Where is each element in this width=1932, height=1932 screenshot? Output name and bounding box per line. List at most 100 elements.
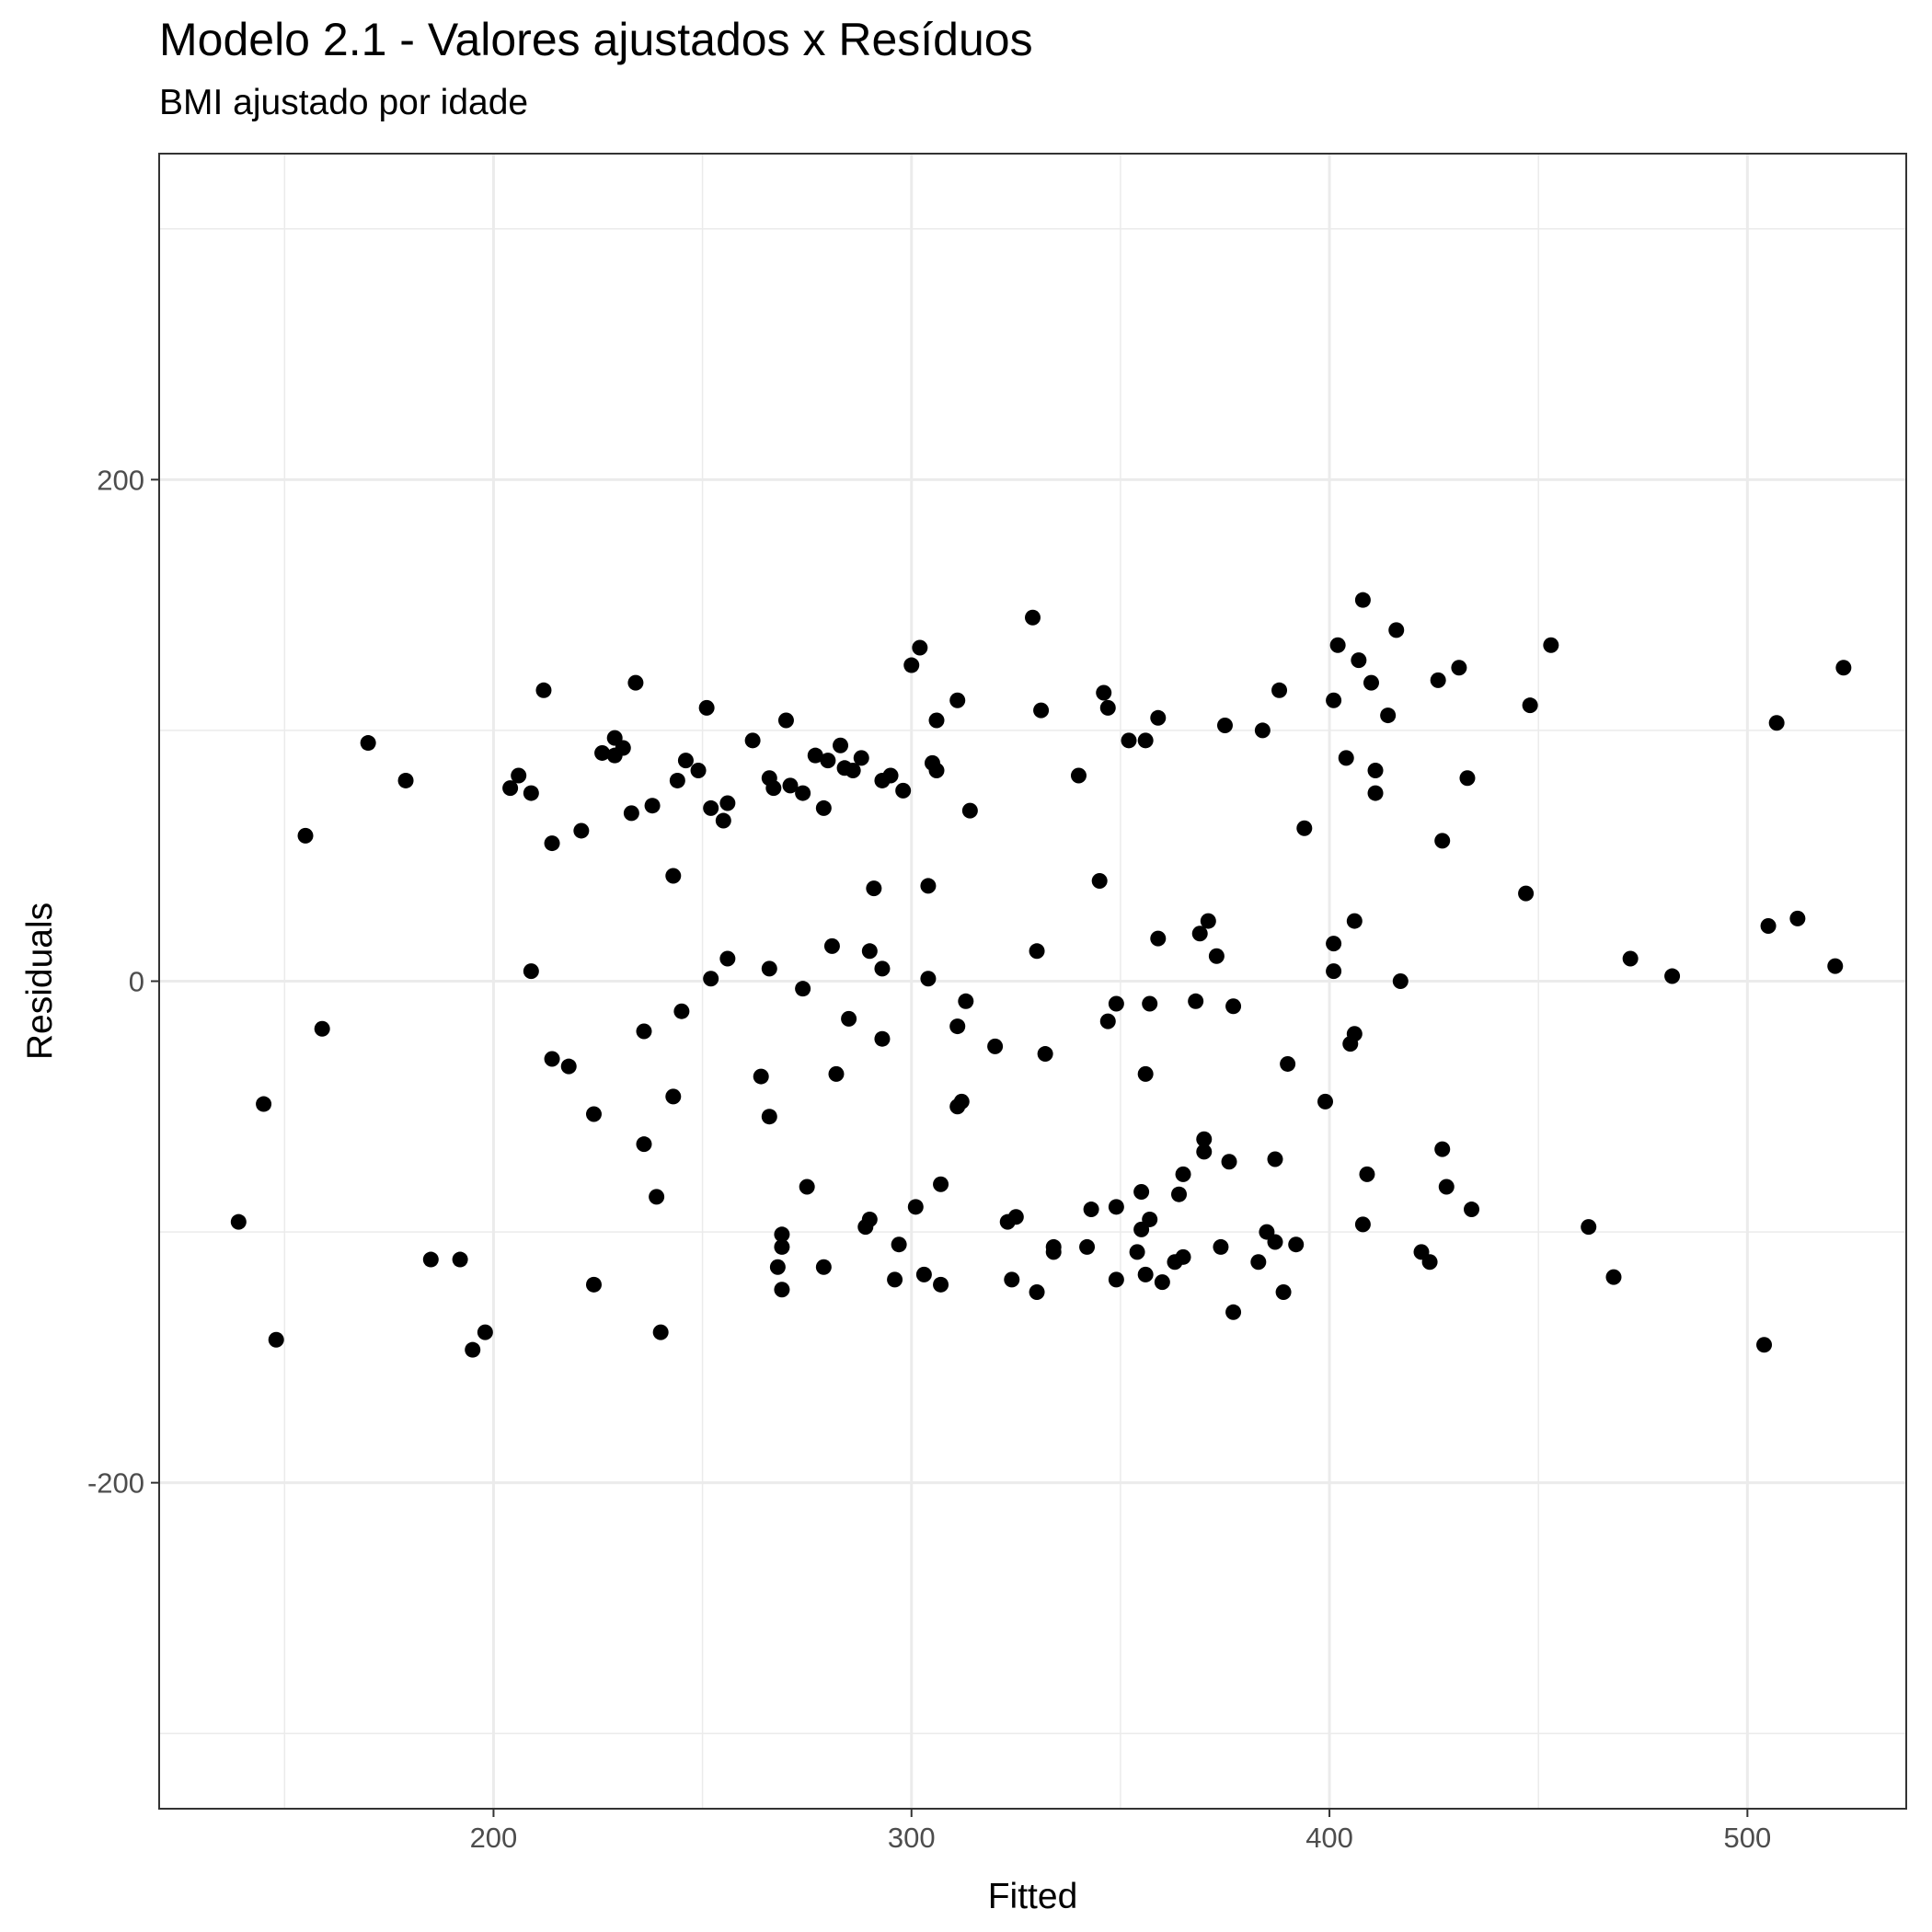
data-point: [887, 1271, 903, 1288]
x-tick-label: 500: [1723, 1822, 1771, 1854]
data-point: [1250, 1254, 1267, 1271]
data-point: [761, 1109, 777, 1125]
data-point: [853, 750, 869, 766]
data-point: [636, 1136, 652, 1153]
data-point: [1605, 1269, 1622, 1285]
data-point: [1346, 913, 1363, 929]
data-point: [690, 763, 707, 779]
data-point: [1271, 682, 1288, 698]
data-point: [1175, 1248, 1191, 1265]
data-point: [1354, 1216, 1371, 1233]
data-point: [774, 1238, 790, 1255]
data-point: [874, 1030, 891, 1047]
data-point: [1108, 1271, 1124, 1288]
data-point: [861, 943, 878, 960]
data-point: [774, 1226, 790, 1243]
data-point: [452, 1251, 468, 1268]
data-point: [677, 753, 694, 769]
data-point: [719, 795, 736, 811]
data-point: [895, 782, 912, 799]
y-tick-label: -200: [87, 1467, 144, 1500]
data-point: [397, 772, 414, 788]
data-point: [703, 971, 719, 987]
grid-major: [159, 154, 1906, 1809]
data-point: [1354, 592, 1371, 608]
data-point: [1326, 963, 1342, 980]
data-point: [1434, 1141, 1451, 1157]
data-point: [1225, 1304, 1242, 1320]
data-point: [1108, 995, 1124, 1012]
data-point: [1121, 732, 1137, 749]
data-point: [1664, 968, 1681, 984]
data-point: [1434, 833, 1451, 849]
data-point: [761, 960, 777, 977]
data-point: [1096, 684, 1112, 701]
data-point: [1464, 1202, 1480, 1218]
data-point: [1070, 767, 1087, 784]
data-point: [1188, 993, 1204, 1009]
data-point: [961, 802, 978, 819]
data-point: [891, 1236, 907, 1253]
data-point: [665, 1088, 682, 1105]
data-point: [636, 1023, 652, 1040]
data-point: [823, 937, 840, 954]
tick-labels: 200 300 400 500 -200 0 200: [87, 464, 1771, 1854]
data-point: [777, 712, 794, 729]
data-point: [1208, 948, 1225, 964]
data-point: [1267, 1234, 1283, 1250]
data-point: [920, 971, 937, 987]
data-point: [230, 1213, 247, 1230]
data-point: [297, 827, 314, 844]
y-tick-label: 200: [97, 464, 144, 496]
data-point: [769, 1259, 786, 1275]
data-point: [1280, 1055, 1296, 1072]
data-point: [1296, 820, 1313, 836]
data-point: [1225, 998, 1242, 1015]
data-point: [1367, 763, 1384, 779]
chart-subtitle: BMI ajustado por idade: [159, 83, 529, 122]
data-point: [1338, 750, 1354, 766]
data-point: [360, 735, 376, 752]
data-point: [535, 682, 552, 698]
data-point: [933, 1276, 949, 1293]
data-point: [594, 744, 611, 761]
data-point: [1827, 958, 1844, 974]
data-point: [1029, 1283, 1045, 1300]
data-point: [1789, 910, 1806, 926]
data-point: [544, 1051, 560, 1067]
data-point: [1137, 1266, 1154, 1282]
data-point: [1430, 672, 1446, 688]
data-point: [1388, 622, 1405, 638]
data-point: [1581, 1219, 1597, 1236]
data-point: [987, 1038, 1004, 1054]
data-point: [1367, 785, 1384, 801]
data-point: [1171, 1186, 1188, 1202]
data-point: [422, 1251, 439, 1268]
data-point: [1835, 660, 1852, 676]
data-point: [511, 767, 527, 784]
data-point: [1326, 692, 1342, 708]
data-point: [1033, 702, 1050, 719]
data-point: [268, 1331, 284, 1348]
data-point: [1768, 715, 1785, 731]
data-point: [866, 880, 882, 897]
data-point: [1326, 936, 1342, 952]
data-point: [1150, 930, 1167, 947]
data-point: [795, 981, 811, 997]
data-point: [928, 763, 945, 779]
data-point: [1200, 913, 1216, 929]
data-point: [1137, 732, 1154, 749]
data-point: [673, 1003, 690, 1019]
data-point: [744, 732, 761, 749]
data-point: [912, 639, 928, 656]
data-point: [874, 960, 891, 977]
data-point: [1175, 1166, 1191, 1182]
data-point: [1083, 1202, 1099, 1218]
data-point: [1346, 1026, 1363, 1042]
data-point: [1275, 1283, 1292, 1300]
data-point: [1142, 1211, 1158, 1227]
data-point: [949, 692, 966, 708]
data-point: [523, 963, 539, 980]
data-point: [782, 777, 799, 794]
